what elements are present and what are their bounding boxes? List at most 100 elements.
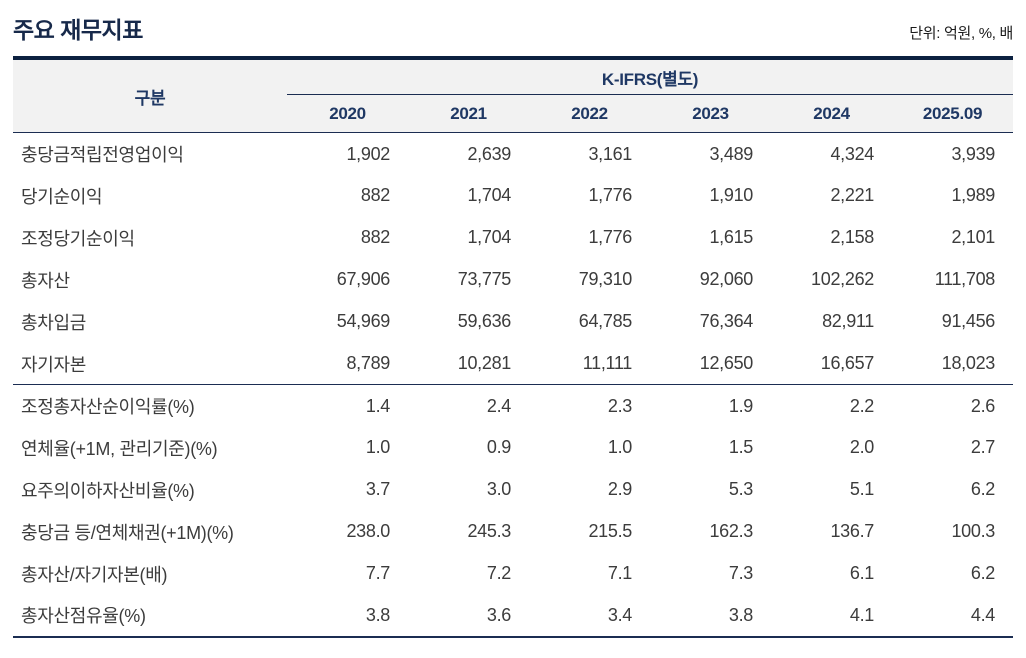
row-value: 67,906 [287, 258, 408, 301]
row-label: 총자산/자기자본(배) [13, 552, 287, 595]
row-value: 2.9 [529, 468, 650, 511]
unit-note: 단위: 억원, %, 배 [909, 24, 1013, 42]
row-value: 162.3 [650, 510, 771, 553]
row-value: 7.1 [529, 552, 650, 595]
table-row: 요주의이하자산비율(%) 3.7 3.0 2.9 5.3 5.1 6.2 [13, 468, 1014, 511]
row-value: 238.0 [287, 510, 408, 553]
row-value: 3,489 [650, 132, 771, 175]
table-row: 연체율(+1M, 관리기준)(%) 1.0 0.9 1.0 1.5 2.0 2.7 [13, 426, 1014, 469]
table-row: 당기순이익 882 1,704 1,776 1,910 2,221 1,989 [13, 174, 1014, 217]
row-value: 3.8 [650, 594, 771, 637]
table-header-bar: 주요 재무지표 단위: 억원, %, 배 [13, 16, 1013, 45]
row-value: 245.3 [408, 510, 529, 553]
row-label: 총차입금 [13, 300, 287, 343]
row-value: 3.4 [529, 594, 650, 637]
table-head: 구분 K-IFRS(별도) 2020 2021 2022 2023 2024 2… [13, 57, 1014, 134]
row-value: 1.4 [287, 384, 408, 427]
table-row: 총자산 67,906 73,775 79,310 92,060 102,262 111,70… [13, 258, 1014, 301]
row-value: 5.3 [650, 468, 771, 511]
year-header: 2020 [287, 94, 408, 134]
row-value: 102,262 [771, 258, 892, 301]
row-value: 59,636 [408, 300, 529, 343]
row-value: 5.1 [771, 468, 892, 511]
row-value: 92,060 [650, 258, 771, 301]
row-label: 조정총자산순이익률(%) [13, 384, 287, 427]
table-row: 총차입금 54,969 59,636 64,785 76,364 82,911 91,456 [13, 300, 1014, 343]
row-value: 1.0 [287, 426, 408, 469]
row-value: 73,775 [408, 258, 529, 301]
row-value: 1,776 [529, 174, 650, 217]
row-label: 요주의이하자산비율(%) [13, 468, 287, 511]
row-value: 64,785 [529, 300, 650, 343]
row-value: 82,911 [771, 300, 892, 343]
table-row: 자기자본 8,789 10,281 11,111 12,650 16,657 18,023 [13, 342, 1014, 385]
table-row: 조정총자산순이익률(%) 1.4 2.4 2.3 1.9 2.2 2.6 [13, 384, 1014, 427]
row-value: 2.4 [408, 384, 529, 427]
row-value: 100.3 [892, 510, 1014, 553]
group-header-row: 구분 K-IFRS(별도) [13, 57, 1014, 134]
row-value: 882 [287, 216, 408, 259]
row-value: 3.0 [408, 468, 529, 511]
row-value: 0.9 [408, 426, 529, 469]
row-value: 79,310 [529, 258, 650, 301]
row-value: 4,324 [771, 132, 892, 175]
table-body-ratio: 조정총자산순이익률(%) 1.4 2.4 2.3 1.9 2.2 2.6 연체율(+1M, 관… [13, 384, 1014, 637]
row-value: 2.3 [529, 384, 650, 427]
row-value: 3.6 [408, 594, 529, 637]
row-value: 2,639 [408, 132, 529, 175]
row-value: 3.7 [287, 468, 408, 511]
row-value: 3.8 [287, 594, 408, 637]
row-value: 76,364 [650, 300, 771, 343]
row-value: 91,456 [892, 300, 1014, 343]
row-value: 4.4 [892, 594, 1014, 637]
row-value: 2,101 [892, 216, 1014, 259]
table-row: 총자산/자기자본(배) 7.7 7.2 7.1 7.3 6.1 6.2 [13, 552, 1014, 595]
year-header-row: 2020 2021 2022 2023 2024 2025.09 [13, 94, 1014, 134]
row-header-label: 구분 [13, 57, 287, 134]
row-label: 총자산 [13, 258, 287, 301]
table-row: 총자산점유율(%) 3.8 3.6 3.4 3.8 4.1 4.4 [13, 594, 1014, 637]
row-label: 연체율(+1M, 관리기준)(%) [13, 426, 287, 469]
row-value: 136.7 [771, 510, 892, 553]
row-label: 충당금적립전영업이익 [13, 132, 287, 175]
row-value: 12,650 [650, 342, 771, 385]
row-value: 1.5 [650, 426, 771, 469]
row-value: 1,902 [287, 132, 408, 175]
row-value: 3,161 [529, 132, 650, 175]
row-value: 1,776 [529, 216, 650, 259]
row-value: 16,657 [771, 342, 892, 385]
row-value: 215.5 [529, 510, 650, 553]
row-value: 7.2 [408, 552, 529, 595]
table-body-main: 충당금적립전영업이익 1,902 2,639 3,161 3,489 4,324 3,939… [13, 132, 1014, 385]
row-value: 7.7 [287, 552, 408, 595]
report-page: 주요 재무지표 단위: 억원, %, 배 구분 K-IFRS(별도) 2020 … [13, 16, 1014, 638]
accounting-standard-header: K-IFRS(별도) [287, 57, 1014, 96]
row-value: 1.0 [529, 426, 650, 469]
row-value: 8,789 [287, 342, 408, 385]
row-label: 충당금 등/연체채권(+1M)(%) [13, 510, 287, 553]
row-label: 당기순이익 [13, 174, 287, 217]
table-row: 조정당기순이익 882 1,704 1,776 1,615 2,158 2,101 [13, 216, 1014, 259]
row-value: 11,111 [529, 342, 650, 385]
row-value: 2,158 [771, 216, 892, 259]
row-value: 2.0 [771, 426, 892, 469]
year-header: 2023 [650, 94, 771, 134]
row-value: 2.2 [771, 384, 892, 427]
financial-indicators-table: 구분 K-IFRS(별도) 2020 2021 2022 2023 2024 2… [13, 55, 1014, 638]
row-label: 조정당기순이익 [13, 216, 287, 259]
page-title: 주요 재무지표 [13, 17, 143, 43]
row-value: 1,704 [408, 216, 529, 259]
row-value: 2.7 [892, 426, 1014, 469]
row-value: 4.1 [771, 594, 892, 637]
row-value: 111,708 [892, 258, 1014, 301]
row-value: 2,221 [771, 174, 892, 217]
row-value: 6.2 [892, 552, 1014, 595]
table-row: 충당금적립전영업이익 1,902 2,639 3,161 3,489 4,324 3,939 [13, 132, 1014, 175]
row-value: 7.3 [650, 552, 771, 595]
row-value: 1.9 [650, 384, 771, 427]
year-header: 2025.09 [892, 94, 1014, 134]
table-row: 충당금 등/연체채권(+1M)(%) 238.0 245.3 215.5 162.3 13… [13, 510, 1014, 553]
row-value: 6.2 [892, 468, 1014, 511]
row-value: 54,969 [287, 300, 408, 343]
row-value: 2.6 [892, 384, 1014, 427]
